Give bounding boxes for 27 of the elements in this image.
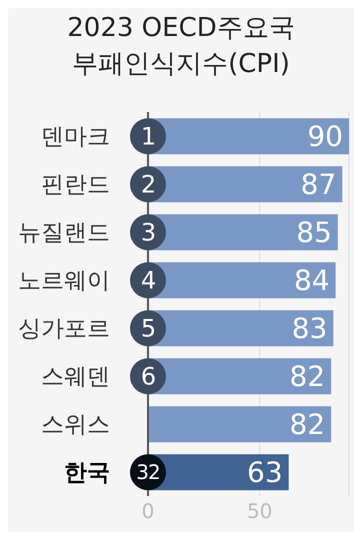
data-label: 85 (296, 216, 332, 250)
data-label: 82 (289, 360, 326, 394)
data-label: 90 (307, 120, 343, 154)
bar (148, 406, 332, 442)
x-tick-label: 50 (246, 499, 272, 524)
annotation: 32 (136, 460, 160, 484)
y-tick-label: 핀란드 (41, 172, 110, 198)
data-label: 82 (289, 408, 326, 442)
annotation: 3 (140, 218, 156, 247)
data-label: 84 (294, 264, 330, 298)
annotation: 5 (140, 314, 156, 343)
annotation: 6 (140, 362, 156, 391)
data-label: 63 (247, 456, 283, 490)
chart-title: 2023 OECD주요국 부패인식지수(CPI) (66, 12, 296, 81)
y-tick-label: 스웨덴 (41, 364, 110, 390)
y-tick-label: 뉴질랜드 (18, 220, 110, 246)
data-label: 87 (300, 168, 336, 202)
y-tick-label: 한국 (64, 460, 110, 486)
y-tick-label: 싱가포르 (18, 316, 110, 342)
annotation: 2 (140, 170, 156, 199)
y-tick-label: 스위스 (41, 412, 110, 438)
x-tick-label: 0 (142, 499, 154, 524)
y-tick-label: 노르웨이 (18, 268, 110, 294)
data-label: 83 (292, 312, 328, 346)
y-tick-label: 덴마크 (41, 124, 110, 150)
annotation: 1 (140, 122, 156, 151)
annotation: 4 (140, 266, 156, 295)
